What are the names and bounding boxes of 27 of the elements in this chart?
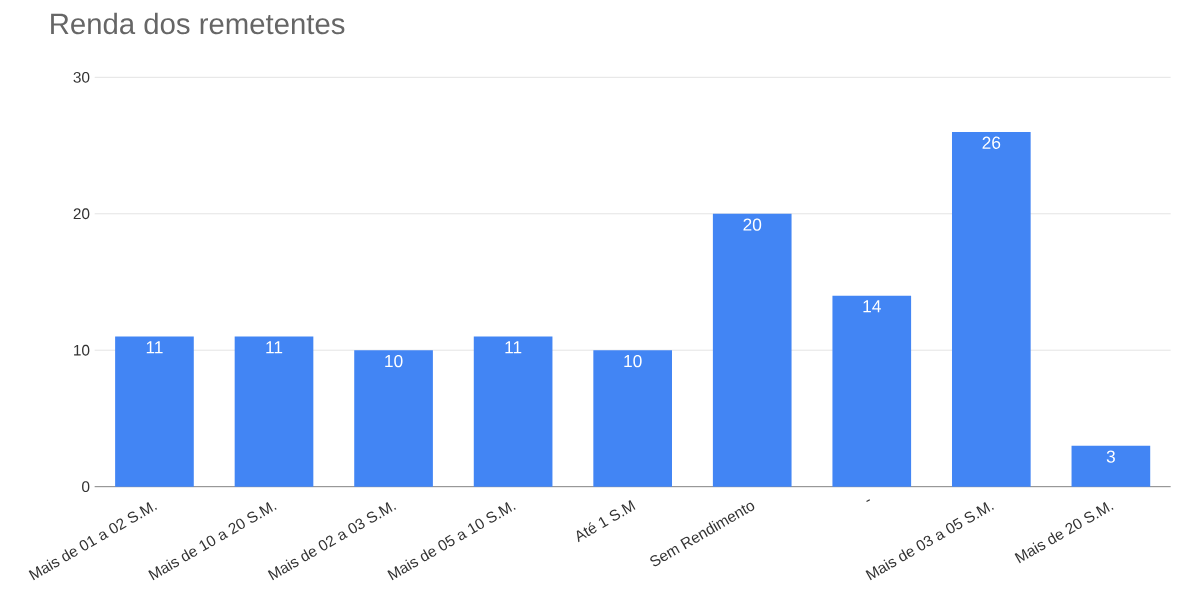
x-tick-label: Mais de 03 a 05 S.M. — [865, 502, 994, 581]
bar — [473, 336, 553, 487]
bar — [234, 336, 314, 487]
x-tick-label: Até 1 S.M — [576, 500, 636, 543]
data-label: 3 — [1106, 450, 1115, 463]
data-label: 11 — [146, 341, 163, 354]
bar — [951, 132, 1031, 487]
data-label: 10 — [624, 355, 642, 368]
bar — [115, 336, 194, 487]
y-tick-label: 20 — [73, 208, 90, 220]
data-label: 20 — [743, 218, 762, 231]
bar — [832, 295, 912, 487]
data-label: 11 — [505, 341, 522, 354]
x-tick-label: Mais de 20 S.M. — [1014, 502, 1114, 564]
bar — [1071, 445, 1151, 487]
chart-title: Renda dos remetentes — [51, 12, 345, 35]
x-tick-label: - — [866, 499, 871, 503]
y-tick-label: 30 — [73, 72, 90, 83]
data-label: 26 — [982, 136, 1001, 150]
data-label: 10 — [385, 355, 403, 368]
bar — [354, 350, 433, 487]
data-label: 11 — [266, 341, 283, 354]
y-tick-label: 10 — [74, 344, 90, 356]
y-tick-label: 0 — [82, 481, 90, 493]
data-label: 14 — [863, 300, 881, 313]
bar — [712, 213, 792, 487]
bar — [593, 350, 672, 487]
